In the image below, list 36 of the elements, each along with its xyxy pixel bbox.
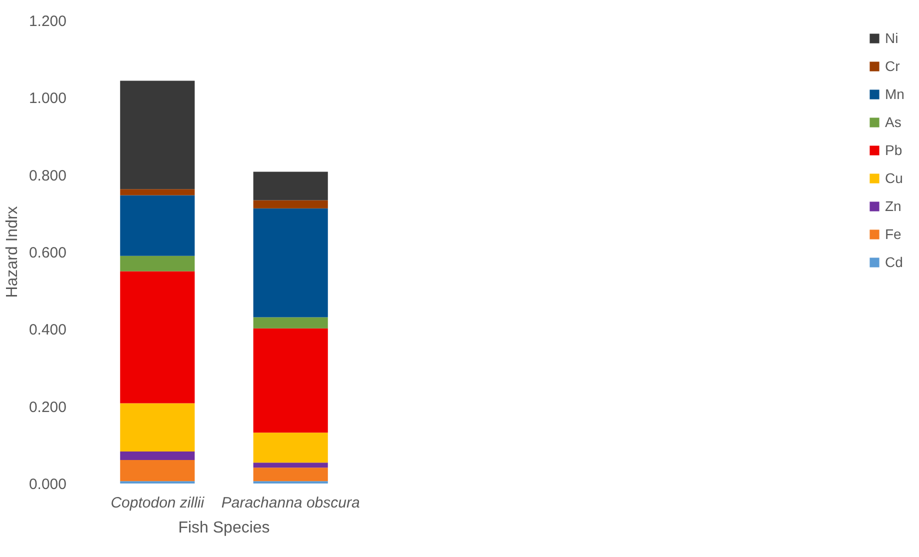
legend-label: Pb [885,142,904,158]
y-tick-label: 0.000 [28,476,67,493]
bar [120,256,195,272]
y-tick-label: 0.200 [28,398,67,416]
x-tick-label: Coptodon zillii [110,494,205,512]
bar [120,189,195,196]
bar [120,460,195,482]
bar [253,328,328,433]
bar [120,195,195,256]
y-tick-label: 1.200 [28,13,67,30]
bar [253,468,328,482]
y-tick-label: 0.600 [28,244,67,262]
bar [253,432,328,463]
bar [120,451,195,460]
bar [120,403,195,452]
legend-label: As [885,114,902,130]
bar [253,172,328,200]
bar [253,317,328,328]
x-tick-label: Parachanna obscura [221,494,360,512]
legend-label: Cd [885,254,904,270]
bar [253,200,328,208]
bar [253,462,328,468]
x-axis-title: Fish Species [178,520,270,536]
legend-label: Zn [885,198,902,214]
legend-label: Ni [885,30,900,46]
legend-label: Mn [885,86,905,102]
legend-label: Cu [885,170,904,186]
y-tick-label: 0.800 [28,167,67,184]
bar [253,208,328,318]
y-axis-title: Hazard Indrx [4,206,21,298]
y-tick-label: 1.000 [28,90,67,108]
bar [120,271,195,404]
legend-label: Fe [885,226,902,242]
legend-label: Cr [885,58,901,74]
y-tick-label: 0.400 [28,322,67,339]
bar [120,80,195,190]
